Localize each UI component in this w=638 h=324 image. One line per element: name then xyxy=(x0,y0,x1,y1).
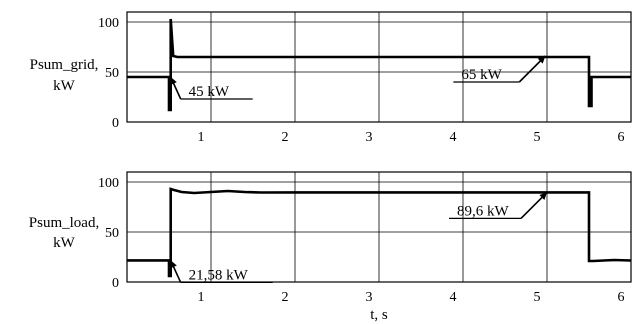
annotation-label: 65 kW xyxy=(461,67,502,83)
x-tick-label: 4 xyxy=(450,290,457,305)
annotation-arrowhead xyxy=(539,192,547,200)
x-tick-label: 6 xyxy=(618,290,625,305)
y-axis-label-line-2: kW xyxy=(53,78,76,94)
y-tick-label: 50 xyxy=(105,226,119,241)
x-tick-label: 5 xyxy=(534,290,541,305)
y-tick-label: 100 xyxy=(98,176,119,191)
series-line xyxy=(127,187,632,278)
gridlines xyxy=(127,12,631,122)
series xyxy=(127,18,631,112)
x-tick-label: 6 xyxy=(618,130,625,145)
annotation-arrowhead xyxy=(170,260,177,269)
y-tick-label: 100 xyxy=(98,16,119,31)
y-tick-label: 0 xyxy=(112,116,119,131)
x-axis-label: t, s xyxy=(370,307,388,323)
y-tick-label: 0 xyxy=(112,276,119,291)
annotations: 21,58 kW 89,6 kW xyxy=(169,191,548,283)
grid-power-chart: 0 50 100 1 2 3 4 5 6 45 kW 65 kW Psum_grid, kW xyxy=(30,11,632,145)
annotations: 45 kW 65 kW xyxy=(169,55,546,100)
annotation-label: 45 kW xyxy=(189,84,230,100)
y-axis-label-line-1: Psum_grid, xyxy=(30,57,99,73)
y-axis-label-line-2: kW xyxy=(53,235,76,251)
annotation-arrowhead xyxy=(537,56,546,64)
annotation-label: 89,6 kW xyxy=(457,203,510,219)
series-line xyxy=(127,18,631,112)
x-tick-label: 3 xyxy=(366,130,373,145)
x-tick-label: 1 xyxy=(198,130,205,145)
x-tick-label: 5 xyxy=(534,130,541,145)
y-tick-label: 50 xyxy=(105,66,119,81)
annotation-arrowhead xyxy=(170,77,177,85)
gridlines xyxy=(127,172,631,282)
x-tick-label: 1 xyxy=(198,290,205,305)
y-tick-labels: 0 50 100 xyxy=(98,16,119,131)
x-tick-label: 4 xyxy=(450,130,457,145)
load-power-chart: 0 50 100 1 2 3 4 5 6 21,58 kW 89,6 kW Psum_load,… xyxy=(29,171,632,323)
x-tick-labels: 1 2 3 4 5 6 xyxy=(198,130,625,145)
y-axis-label-line-1: Psum_load, xyxy=(29,215,99,231)
x-tick-label: 2 xyxy=(282,290,289,305)
x-tick-label: 2 xyxy=(282,130,289,145)
y-tick-labels: 0 50 100 xyxy=(98,176,119,291)
annotation-label: 21,58 kW xyxy=(189,267,249,283)
x-tick-label: 3 xyxy=(366,290,373,305)
series xyxy=(127,187,632,278)
x-tick-labels: 1 2 3 4 5 6 xyxy=(198,290,625,305)
